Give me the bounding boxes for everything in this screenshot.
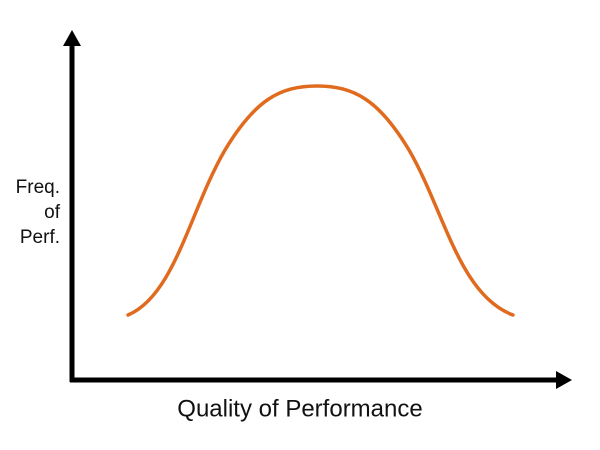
x-axis-arrow: [556, 371, 572, 389]
y-axis-label: Freq.: [16, 177, 60, 198]
y-axis-arrow: [63, 30, 81, 46]
y-axis-label: of: [44, 202, 61, 223]
y-axis-label: Perf.: [20, 227, 60, 248]
bell-curve: [126, 84, 515, 317]
x-axis-label: Quality of Performance: [177, 395, 422, 422]
